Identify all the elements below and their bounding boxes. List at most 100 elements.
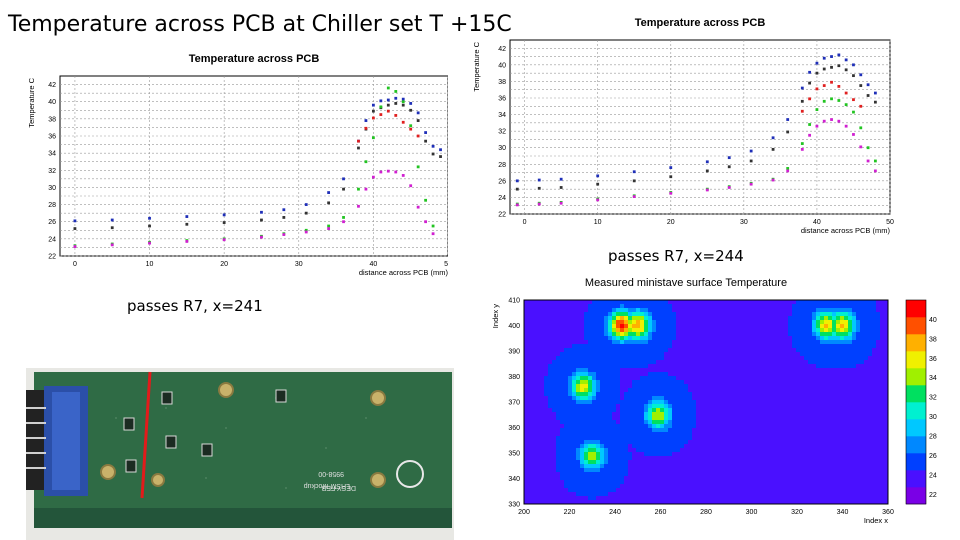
heat-cell bbox=[876, 444, 881, 449]
heat-cell bbox=[684, 360, 689, 365]
heat-cell bbox=[880, 384, 885, 389]
heat-cell bbox=[640, 340, 645, 345]
heat-cell bbox=[616, 336, 621, 341]
heat-cell bbox=[760, 440, 765, 445]
heat-cell bbox=[844, 372, 849, 377]
heat-cell bbox=[644, 368, 649, 373]
heat-cell bbox=[816, 424, 821, 429]
heat-cell bbox=[600, 472, 605, 477]
heat-cell bbox=[564, 452, 569, 457]
heat-cell bbox=[640, 448, 645, 453]
heat-cell bbox=[872, 348, 877, 353]
heat-cell bbox=[848, 428, 853, 433]
heat-cell bbox=[680, 476, 685, 481]
heat-cell bbox=[584, 316, 589, 321]
heat-cell bbox=[796, 368, 801, 373]
heat-cell bbox=[672, 384, 677, 389]
heat-cell bbox=[724, 412, 729, 417]
heat-cell bbox=[772, 500, 777, 505]
data-point bbox=[873, 91, 877, 95]
heat-cell bbox=[604, 432, 609, 437]
heat-cell bbox=[528, 436, 533, 441]
heat-cell bbox=[744, 388, 749, 393]
heat-cell bbox=[764, 336, 769, 341]
heat-cell bbox=[736, 376, 741, 381]
heat-cell bbox=[856, 332, 861, 337]
heat-cell bbox=[776, 344, 781, 349]
heat-cell bbox=[692, 468, 697, 473]
heat-cell bbox=[676, 380, 681, 385]
heat-cell bbox=[676, 476, 681, 481]
heat-cell bbox=[692, 376, 697, 381]
heat-cell bbox=[720, 492, 725, 497]
heat-cell bbox=[700, 376, 705, 381]
heat-cell bbox=[784, 412, 789, 417]
heat-cell bbox=[556, 496, 561, 501]
heat-cell bbox=[696, 304, 701, 309]
heat-cell bbox=[568, 344, 573, 349]
heat-cell bbox=[800, 372, 805, 377]
heat-cell bbox=[728, 364, 733, 369]
data-point bbox=[401, 97, 405, 101]
heat-cell bbox=[548, 344, 553, 349]
heat-cell bbox=[708, 464, 713, 469]
heat-cell bbox=[592, 340, 597, 345]
heat-cell bbox=[808, 468, 813, 473]
heat-cell bbox=[708, 432, 713, 437]
heat-cell bbox=[632, 400, 637, 405]
heat-cell bbox=[696, 364, 701, 369]
heat-cell bbox=[620, 472, 625, 477]
heat-cell bbox=[852, 380, 857, 385]
heat-cell bbox=[808, 320, 813, 325]
heat-cell bbox=[680, 468, 685, 473]
heat-cell bbox=[836, 388, 841, 393]
heat-cell bbox=[628, 408, 633, 413]
x-tick-label: 320 bbox=[791, 509, 803, 516]
heat-cell bbox=[832, 444, 837, 449]
heat-cell bbox=[748, 380, 753, 385]
heat-cell bbox=[884, 348, 889, 353]
heat-cell bbox=[764, 360, 769, 365]
heat-cell bbox=[740, 352, 745, 357]
heat-cell bbox=[600, 392, 605, 397]
heat-cell bbox=[624, 408, 629, 413]
heat-cell bbox=[624, 340, 629, 345]
heat-cell bbox=[828, 416, 833, 421]
heat-cell bbox=[768, 416, 773, 421]
heat-cell bbox=[684, 480, 689, 485]
heat-cell bbox=[624, 308, 629, 313]
heat-cell bbox=[820, 372, 825, 377]
heat-cell bbox=[552, 340, 557, 345]
heat-cell bbox=[732, 464, 737, 469]
heat-cell bbox=[564, 488, 569, 493]
heat-cell bbox=[772, 420, 777, 425]
heat-cell bbox=[532, 456, 537, 461]
heat-cell bbox=[660, 440, 665, 445]
heat-cell bbox=[672, 424, 677, 429]
heat-cell bbox=[828, 372, 833, 377]
heat-cell bbox=[556, 300, 561, 305]
heat-cell bbox=[568, 460, 573, 465]
heat-cell bbox=[884, 456, 889, 461]
heat-cell bbox=[864, 324, 869, 329]
heat-cell bbox=[744, 488, 749, 493]
data-point bbox=[669, 175, 673, 179]
heat-cell bbox=[884, 488, 889, 493]
heat-cell bbox=[524, 336, 529, 341]
heat-cell bbox=[636, 328, 641, 333]
heat-cell bbox=[652, 324, 657, 329]
heat-cell bbox=[580, 496, 585, 501]
heat-cell bbox=[620, 384, 625, 389]
heat-cell bbox=[748, 408, 753, 413]
heat-cell bbox=[812, 300, 817, 305]
heat-cell bbox=[696, 484, 701, 489]
data-point bbox=[364, 126, 368, 130]
heat-cell bbox=[816, 308, 821, 313]
heat-cell bbox=[636, 412, 641, 417]
heat-cell bbox=[620, 408, 625, 413]
heat-cell bbox=[720, 368, 725, 373]
heat-cell bbox=[548, 384, 553, 389]
heat-cell bbox=[716, 440, 721, 445]
heat-cell bbox=[856, 432, 861, 437]
x-tick-label: 10 bbox=[146, 261, 154, 268]
